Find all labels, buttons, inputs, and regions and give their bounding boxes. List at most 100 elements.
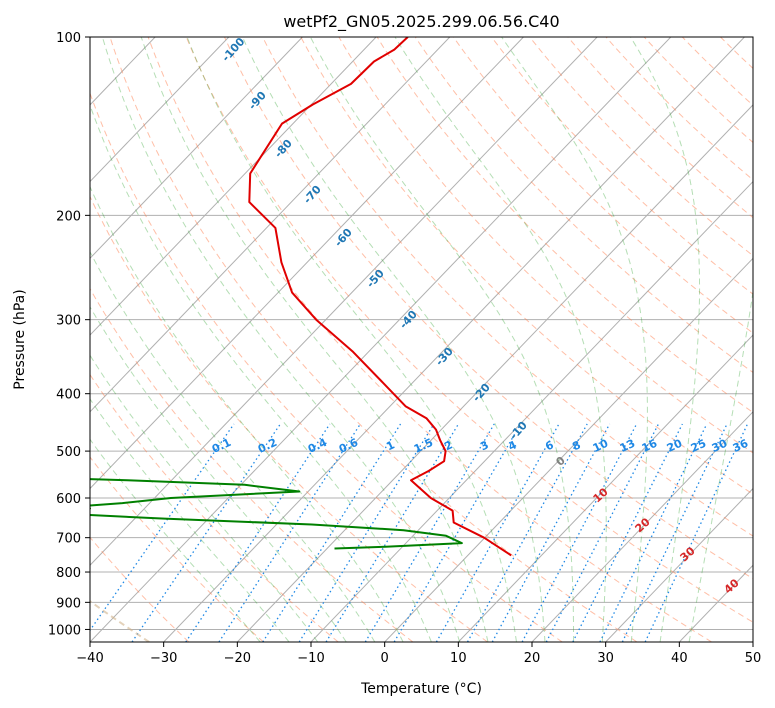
- moist-adiabat: [90, 103, 432, 642]
- dry-adiabat: [529, 37, 753, 257]
- isotherm-line: [90, 37, 598, 566]
- x-axis-label: Temperature (°C): [360, 681, 482, 697]
- dry-adiabat: [720, 37, 753, 69]
- y-tick-label: 900: [56, 596, 81, 611]
- mixing-ratio-label: 20: [665, 437, 685, 455]
- mixing-ratio-label: 0.6: [337, 436, 360, 456]
- y-tick-label: 500: [56, 445, 81, 460]
- dry-adiabat: [300, 37, 753, 495]
- isotherm-line: [90, 37, 303, 260]
- dry-adiabat-label: -70: [301, 183, 324, 207]
- moist-adiabat: [394, 37, 607, 642]
- moist-adiabat-label: 10: [591, 485, 611, 505]
- mixing-ratio-label: 13: [618, 437, 637, 455]
- plot-frame: [89, 36, 754, 643]
- x-tick-label: 0: [381, 651, 389, 666]
- moist-adiabat: [186, 37, 517, 642]
- mixing-ratio-label: 0.2: [256, 436, 279, 456]
- y-tick-label: 200: [56, 209, 81, 224]
- isotherm-line: [90, 37, 672, 642]
- isobar-grid: [90, 37, 753, 630]
- y-tick-label: 700: [56, 532, 81, 547]
- isotherm-line: [457, 334, 753, 642]
- dry-adiabat: [567, 37, 753, 219]
- isotherm-line: [384, 257, 753, 642]
- mixing-ratio-line: [393, 423, 522, 642]
- dry-adiabat: [185, 37, 753, 623]
- y-tick-label: 400: [56, 388, 81, 403]
- moist-adiabat: [501, 37, 648, 642]
- dry-adiabat-label: -100: [219, 35, 247, 64]
- x-tick-label: −30: [150, 651, 177, 666]
- y-tick-label: 100: [56, 31, 81, 46]
- x-tick-label: 20: [524, 651, 541, 666]
- moist-adiabat: [90, 185, 404, 642]
- mixing-ratio-line: [521, 423, 638, 642]
- dry-adiabat-label: -30: [433, 345, 456, 369]
- mixing-ratio-line: [90, 423, 235, 632]
- dry-adiabat: [109, 37, 638, 642]
- moist-adiabat: [90, 354, 319, 642]
- x-tick-label: −10: [297, 651, 324, 666]
- moist-adiabat: [90, 306, 347, 642]
- mixing-ratio-label: 0.4: [306, 436, 329, 456]
- moist-adiabats: [90, 37, 753, 642]
- mixing-ratio-line: [131, 423, 281, 642]
- isotherm-line: [90, 37, 451, 413]
- mixing-ratio-line: [545, 423, 660, 642]
- y-axis-label: Pressure (hPa): [12, 289, 28, 389]
- dry-adiabat: [452, 37, 753, 334]
- x-tick-label: −40: [76, 651, 103, 666]
- dry-adiabat: [262, 37, 753, 537]
- moist-adiabat-label: 20: [633, 515, 653, 535]
- mixing-ratio-line: [298, 423, 435, 642]
- dry-adiabat-label: -60: [332, 226, 355, 250]
- moist-adiabat: [688, 288, 753, 642]
- chart-title: wetPf2_GN05.2025.299.06.56.C40: [283, 12, 559, 32]
- dry-adiabat: [491, 37, 753, 295]
- mixing-ratio-line: [435, 423, 560, 642]
- mixing-ratio-line: [491, 423, 611, 642]
- mixing-ratio-label: 25: [689, 437, 708, 455]
- mixing-ratio-label: 0.1: [210, 436, 233, 456]
- mixing-ratio-line: [325, 423, 459, 642]
- y-tick-label: 800: [56, 566, 81, 581]
- y-axis-ticks: 100 200 300 400 500 600 700 800 900 1000: [48, 31, 90, 638]
- y-tick-label: 600: [56, 492, 81, 507]
- isotherm-line: [163, 37, 745, 642]
- profile-series: [90, 37, 512, 557]
- x-tick-label: 30: [597, 651, 614, 666]
- y-tick-label: 1000: [48, 623, 81, 638]
- isotherm-line: [752, 641, 753, 642]
- moist-adiabat: [101, 37, 461, 642]
- moist-adiabat: [309, 37, 575, 642]
- dewpoint-profile-line: [90, 478, 463, 550]
- x-tick-label: 10: [450, 651, 467, 666]
- dry-adiabat: [338, 37, 753, 454]
- moist-adiabat: [242, 37, 546, 642]
- dry-adiabat: [90, 195, 488, 642]
- plot-area: -100-90-80-70-60-50-40-30-20-100.1 0.2 0.4…: [90, 35, 775, 642]
- dry-adiabat: [147, 37, 712, 642]
- moist-adiabat-label: 30: [678, 544, 698, 564]
- moist-adiabat: [630, 37, 701, 642]
- dry-adiabats: [90, 37, 775, 642]
- dry-adiabat-label: -80: [272, 137, 295, 161]
- isotherm-line: [531, 411, 753, 642]
- dry-adiabat: [414, 37, 753, 374]
- moist-adiabat-label: 0: [553, 454, 568, 469]
- mixing-ratio-label: 30: [710, 437, 730, 455]
- dry-adiabat: [759, 37, 775, 642]
- mixing-ratio-line: [262, 423, 402, 642]
- mixing-ratio-label: 10: [591, 437, 611, 455]
- dry-adiabat-label: -40: [397, 308, 420, 332]
- x-tick-label: 40: [671, 651, 688, 666]
- isotherm-line: [90, 37, 377, 336]
- dry-adiabat: [90, 456, 264, 642]
- dry-adiabat: [224, 37, 753, 580]
- x-axis-ticks: −40 −30 −20 −10 0 10 20 30 40 50: [76, 642, 761, 666]
- x-tick-label: 50: [745, 651, 762, 666]
- dry-adiabat: [605, 37, 753, 181]
- isotherm-grid: [90, 37, 753, 642]
